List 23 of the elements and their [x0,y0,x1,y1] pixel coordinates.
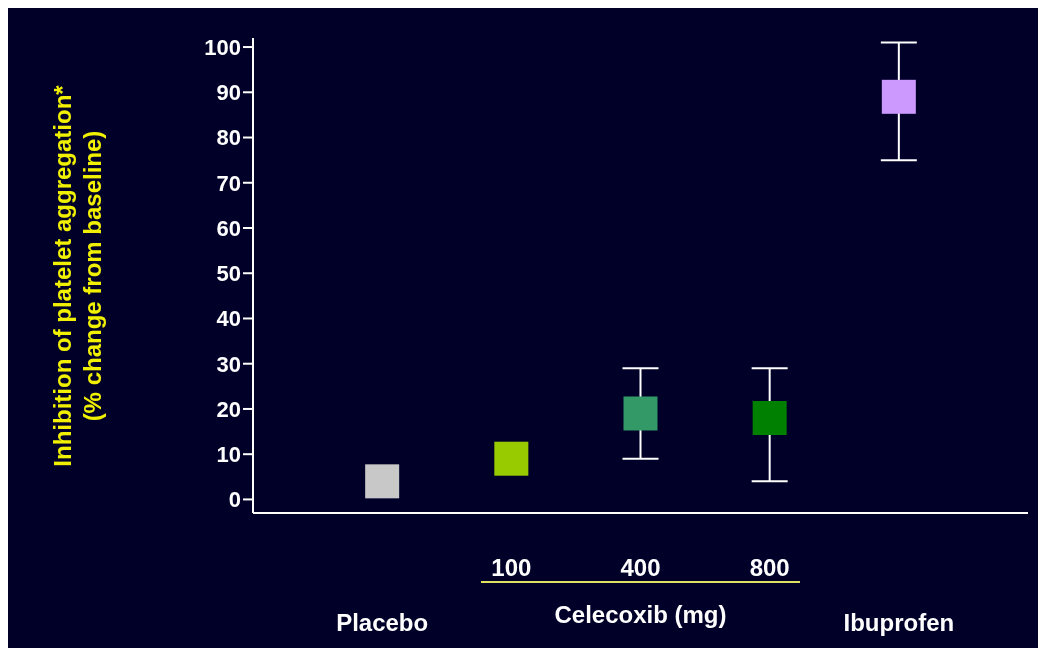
point [494,441,529,476]
x-tick-label: Placebo [336,609,429,636]
y-tick-label: 30 [216,351,241,377]
point [365,464,400,499]
x-tick-label: 400 [620,554,661,581]
text: Celecoxib (mg) [554,601,727,629]
y-tick-label: 70 [216,170,241,196]
point [881,79,916,114]
x-tick-label: 100 [491,554,532,581]
point [623,396,658,431]
y-axis-title: Inhibition of platelet aggregation* (% change from baseline) [48,84,107,467]
x-tick-label: Ibuprofen [843,609,955,636]
y-tick-label: 20 [216,396,241,422]
y-tick-label: 60 [216,215,241,241]
y-tick-label: 90 [216,80,241,106]
point [752,401,787,435]
y-tick-label: 50 [216,261,241,287]
y-tick-label: 40 [216,306,241,332]
y-tick-label: 100 [204,34,241,60]
y-tick-label: 80 [216,125,241,151]
y-tick-label: 0 [228,487,241,513]
y-tick-label: 10 [216,442,241,467]
x-tick-label: 800 [749,554,790,581]
